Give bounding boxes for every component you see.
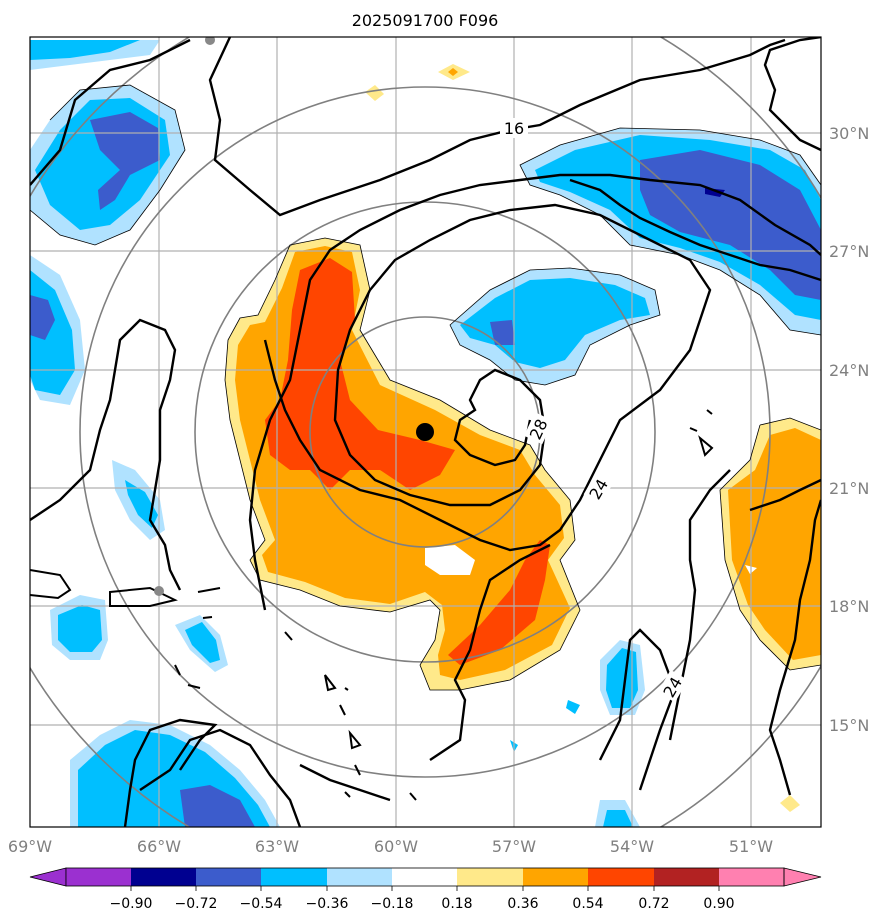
colorbar-tick-label: 0.72 — [638, 896, 669, 912]
colorbar-bin — [457, 868, 523, 886]
colorbar-bin — [196, 868, 261, 886]
colorbar-tick-label: −0.54 — [240, 896, 283, 912]
lat-label: 27°N — [829, 242, 869, 261]
colorbar-bin — [523, 868, 588, 886]
height-contours — [30, 37, 821, 827]
lat-label: 15°N — [829, 716, 869, 735]
lat-label: 21°N — [829, 479, 869, 498]
contour-label: 16 — [504, 119, 524, 138]
station-marker — [154, 586, 164, 596]
colorbar-bin — [654, 868, 719, 886]
colorbar-bin — [66, 868, 131, 886]
lon-label: 60°W — [374, 837, 418, 856]
lat-label: 18°N — [829, 597, 869, 616]
colorbar-tick-label: 0.36 — [507, 896, 538, 912]
latitude-labels: 30°N 27°N 24°N 21°N 18°N 15°N — [829, 124, 869, 735]
colorbar-tick-label: −0.90 — [110, 896, 153, 912]
shading-edges — [30, 84, 821, 691]
colorbar-outline — [65, 867, 785, 887]
colorbar-bin — [392, 868, 457, 886]
lon-label: 69°W — [8, 837, 52, 856]
lon-label: 66°W — [137, 837, 181, 856]
colorbar-tick-label: 0.18 — [441, 896, 472, 912]
colorbar-tick-label: −0.36 — [306, 896, 349, 912]
lon-label: 63°W — [255, 837, 299, 856]
map-frame — [29, 36, 822, 828]
map-area: 16 28 24 24 — [30, 37, 821, 827]
figure-title: 2025091700 F096 — [352, 11, 499, 30]
colorbar-bin — [327, 868, 392, 886]
colorbar-bin — [261, 868, 327, 886]
lon-label: 54°W — [610, 837, 654, 856]
colorbar-bin — [131, 868, 196, 886]
storm-center-marker — [416, 423, 434, 441]
coastlines — [30, 409, 714, 801]
colorbar-bin — [588, 868, 654, 886]
lon-label: 51°W — [729, 837, 773, 856]
colorbar-extend-low — [29, 867, 67, 887]
station-markers — [154, 37, 215, 596]
positive-anomaly-shading — [225, 64, 821, 812]
lat-label: 24°N — [829, 361, 869, 380]
colorbar-tick-label: 0.54 — [572, 896, 603, 912]
colorbar-extend-high — [783, 867, 822, 887]
station-marker — [205, 37, 215, 45]
colorbar-bin — [719, 868, 784, 886]
colorbar-tick-label: −0.18 — [371, 896, 414, 912]
lon-label: 57°W — [492, 837, 536, 856]
colorbar: −0.90 −0.72 −0.54 −0.36 −0.18 0.18 0.36 … — [29, 867, 822, 912]
colorbar-tick-label: 0.90 — [703, 896, 734, 912]
lat-label: 30°N — [829, 124, 869, 143]
longitude-labels: 69°W 66°W 63°W 60°W 57°W 54°W 51°W — [8, 837, 773, 856]
range-rings — [30, 37, 821, 827]
colorbar-tick-label: −0.72 — [175, 896, 218, 912]
